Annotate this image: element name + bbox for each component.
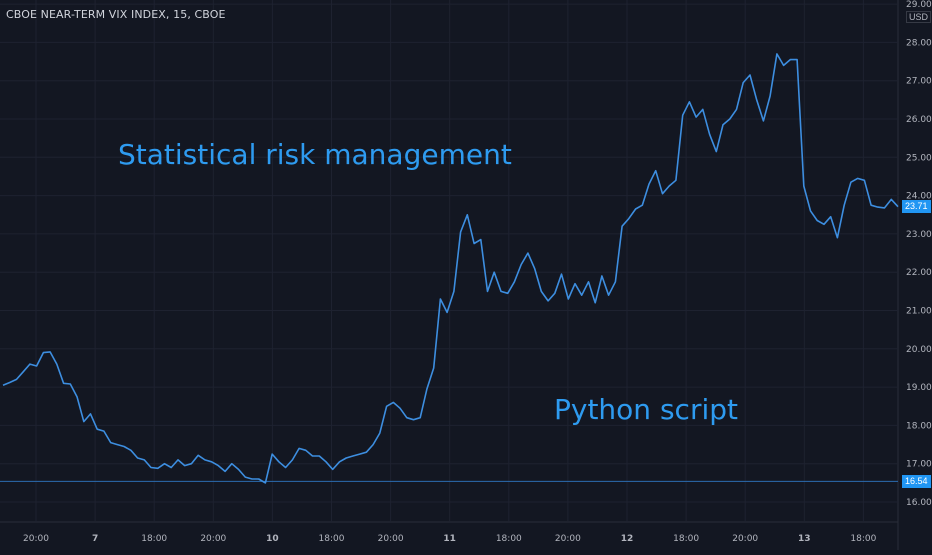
series-line (2, 53, 899, 484)
y-tick-label: 19.00 (906, 383, 932, 393)
series-layer (2, 53, 899, 484)
grid-layer (0, 0, 899, 550)
y-tick-label: 17.00 (906, 460, 932, 470)
annotation-python[interactable]: Python script (554, 393, 738, 426)
y-axis-unit-label: USD (906, 11, 932, 23)
horizontal-line-price-tag: 16.54 (902, 474, 931, 488)
x-tick-label: 18:00 (319, 534, 345, 544)
x-tick-label: 7 (92, 534, 98, 544)
x-axis: 20:00 7 18:00 20:00 10 18:00 20:00 11 18:00 20:00… (23, 534, 877, 544)
x-tick-label: 18:00 (850, 534, 876, 544)
x-tick-label: 20:00 (555, 534, 581, 544)
y-tick-label: 26.00 (906, 115, 932, 125)
x-tick-label: 13 (798, 534, 811, 544)
x-tick-label: 12 (621, 534, 634, 544)
y-tick-label: 22.00 (906, 268, 932, 278)
x-tick-label: 18:00 (673, 534, 699, 544)
last-price-tag: 23.71 (902, 200, 931, 214)
y-tick-label: 21.00 (906, 307, 932, 317)
y-tick-label: 24.00 (906, 192, 932, 202)
y-tick-label: 28.00 (906, 38, 932, 48)
y-tick-label: 25.00 (906, 153, 932, 163)
y-tick-label: 20.00 (906, 345, 932, 355)
x-tick-label: 20:00 (378, 534, 404, 544)
y-axis: 16.00 17.00 18.00 19.00 20.00 21.00 22.00 23.00… (906, 0, 932, 508)
chart-title: CBOE NEAR-TERM VIX INDEX, 15, CBOE (6, 8, 226, 21)
x-tick-label: 20:00 (732, 534, 758, 544)
y-tick-label: 27.00 (906, 77, 932, 87)
y-tick-label: 23.00 (906, 230, 932, 240)
y-tick-label: 16.00 (906, 498, 932, 508)
y-tick-label: 29.00 (906, 0, 932, 10)
x-tick-label: 20:00 (200, 534, 226, 544)
x-tick-label: 18:00 (496, 534, 522, 544)
x-tick-label: 20:00 (23, 534, 49, 544)
y-tick-label: 18.00 (906, 421, 932, 431)
x-tick-label: 11 (443, 534, 456, 544)
annotation-risk[interactable]: Statistical risk management (118, 138, 512, 171)
x-tick-label: 10 (266, 534, 279, 544)
x-tick-label: 18:00 (141, 534, 167, 544)
